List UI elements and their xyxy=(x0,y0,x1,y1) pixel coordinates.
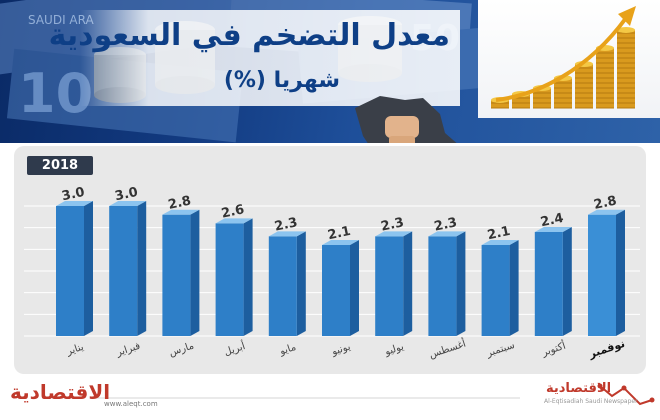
bar-side xyxy=(509,240,519,336)
bar-front xyxy=(268,236,297,336)
saudi-map-fist-icon xyxy=(355,96,457,143)
chart-title: معدل التضخم في السعودية xyxy=(48,18,450,53)
bar-front xyxy=(215,223,244,336)
category-label: مارس xyxy=(168,340,196,358)
bar-11 xyxy=(588,209,625,336)
category-label: سبتمبر xyxy=(485,340,517,360)
bar-2 xyxy=(109,201,147,336)
bar-front xyxy=(162,214,191,336)
bar-side xyxy=(403,231,413,336)
value-label: 2.6 xyxy=(220,202,246,221)
bar-1 xyxy=(56,201,93,336)
value-label: 2.4 xyxy=(539,211,565,230)
category-label: يوليو xyxy=(383,341,406,358)
value-label: 2.3 xyxy=(273,215,299,234)
bar-side xyxy=(84,201,93,336)
bar-front xyxy=(428,236,457,336)
bar-top xyxy=(428,231,466,237)
category-label: نوفمبر xyxy=(586,337,626,361)
chart-subtitle: شهريا (%) xyxy=(223,68,340,93)
bar-front xyxy=(109,206,138,336)
bar-7 xyxy=(375,231,413,336)
value-label: 3.0 xyxy=(60,185,86,204)
bar-front xyxy=(322,245,350,336)
bar-top xyxy=(481,240,519,245)
bar-side xyxy=(190,209,200,336)
footer-logo-right: الاقتصادية xyxy=(546,381,612,396)
category-label: مايو xyxy=(278,342,298,358)
bar-4 xyxy=(215,218,253,336)
bar-top xyxy=(215,218,253,224)
bar-10 xyxy=(534,227,572,336)
bar-side xyxy=(350,240,359,336)
bar-8 xyxy=(428,231,466,336)
bar-top xyxy=(375,231,413,237)
bar-top xyxy=(534,227,572,232)
category-label: أبريل xyxy=(222,339,247,358)
bar-top xyxy=(588,209,625,215)
category-label: أغسطس xyxy=(427,337,467,361)
bar-6 xyxy=(322,240,359,336)
bar-front xyxy=(534,232,563,336)
bar-top xyxy=(322,240,359,245)
bar-5 xyxy=(268,231,306,336)
year-label: 2018 xyxy=(27,156,93,175)
header-banner: 10 SAUDI ARA 50 معدل التضخم في السعودية … xyxy=(0,0,660,143)
bar-side xyxy=(616,209,625,336)
svg-text:SAUDI ARA: SAUDI ARA xyxy=(28,13,94,27)
value-label: 2.8 xyxy=(167,194,193,213)
title-panel xyxy=(80,10,460,106)
bar-front xyxy=(56,206,84,336)
bar-side xyxy=(243,218,253,336)
bar-side xyxy=(562,227,572,336)
bar-top xyxy=(109,201,147,206)
value-label: 3.0 xyxy=(114,185,140,204)
footer-logo-left: الاقتصادية xyxy=(10,380,111,404)
category-label: يناير xyxy=(64,342,85,358)
category-label: يونيو xyxy=(330,341,353,358)
bar-front xyxy=(375,236,404,336)
bar-top xyxy=(268,231,306,237)
value-label: 2.3 xyxy=(380,215,406,234)
category-label: أكتوبر xyxy=(539,339,567,359)
gold-coin-stacks-icon xyxy=(491,6,636,109)
value-label: 2.3 xyxy=(433,215,459,234)
bar-3 xyxy=(162,209,200,336)
value-label: 2.1 xyxy=(326,224,352,243)
value-label: 2.8 xyxy=(592,194,618,213)
value-label: 2.1 xyxy=(486,224,512,243)
bar-top xyxy=(56,201,93,206)
footer-url: www.aleqt.com xyxy=(104,400,158,408)
bar-9 xyxy=(481,240,519,336)
category-label: فبراير xyxy=(114,341,142,359)
footer-logo-subtitle: Al-Eqtisadiah Saudi Newspaper xyxy=(544,398,638,405)
bar-front xyxy=(481,245,510,336)
bar-side xyxy=(456,231,466,336)
bar-front xyxy=(588,214,616,336)
bar-side xyxy=(296,231,306,336)
bar-top xyxy=(162,209,200,215)
bar-side xyxy=(137,201,147,336)
footer-decoration xyxy=(95,383,655,406)
